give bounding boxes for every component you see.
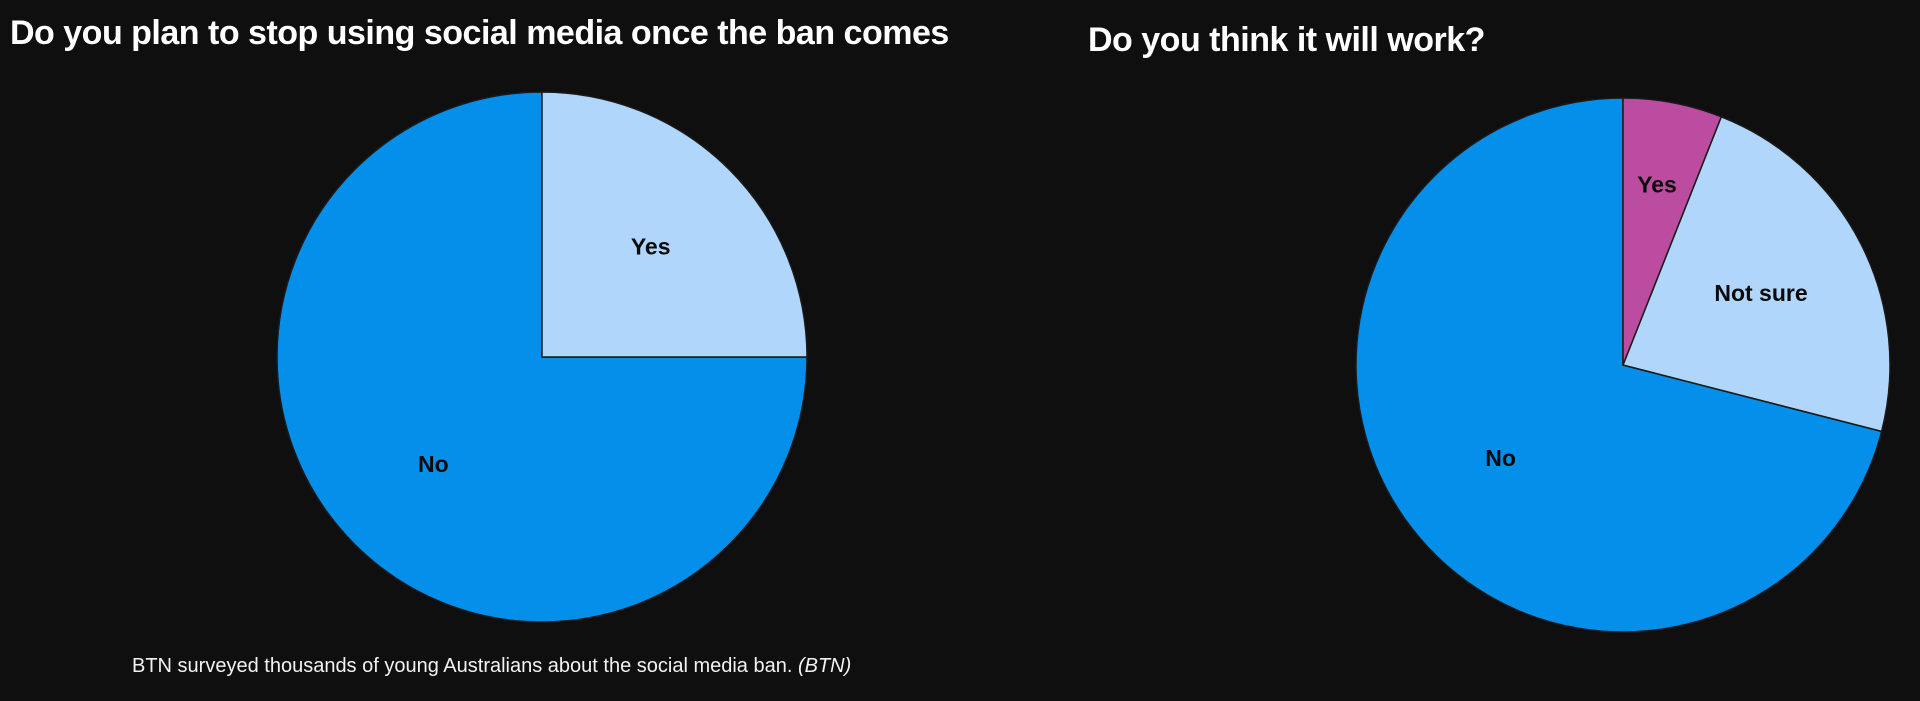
pie-slice-no	[1355, 97, 1883, 633]
slice-label-no: No	[1485, 445, 1516, 471]
pie-slice-not-sure	[1621, 115, 1891, 433]
pie-chart-will-it-work: No Not sure Yes	[1355, 97, 1891, 633]
pie-slice-yes	[1622, 97, 1723, 366]
slice-label-no: No	[418, 451, 449, 477]
chart-title: Do you plan to stop using social media o…	[10, 14, 949, 52]
pie-slice-yes	[541, 91, 808, 358]
slice-label-yes: Yes	[1637, 172, 1677, 198]
pie-chart-plan-to-stop: No Yes	[276, 91, 808, 623]
figure-caption: BTN surveyed thousands of young Australi…	[132, 655, 851, 678]
caption-text: BTN surveyed thousands of young Australi…	[132, 655, 793, 677]
slice-label-not-sure: Not sure	[1714, 280, 1807, 306]
chart-panel-plan-to-stop: Do you plan to stop using social media o…	[10, 14, 949, 678]
chart-title: Do you think it will work?	[1088, 21, 1485, 59]
slice-label-yes: Yes	[631, 233, 671, 259]
caption-credit: (BTN)	[797, 655, 852, 677]
chart-panel-will-it-work: Do you think it will work? No Not sure Yes	[1060, 0, 1920, 701]
